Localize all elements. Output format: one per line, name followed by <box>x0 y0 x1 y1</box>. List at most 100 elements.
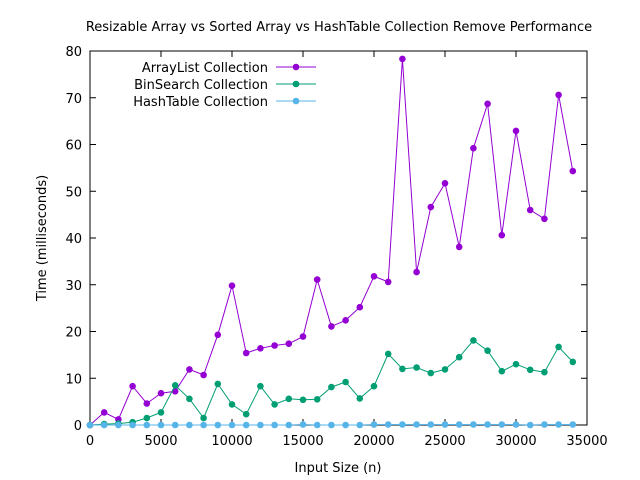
data-point <box>171 382 179 389</box>
data-point <box>526 366 534 374</box>
data-point <box>285 395 293 403</box>
x-tick-label: 5000 <box>144 434 177 449</box>
data-point <box>370 382 378 390</box>
y-tick-label: 0 <box>74 419 82 434</box>
data-point <box>342 421 349 429</box>
y-axis-title: Time (milliseconds) <box>35 175 50 302</box>
data-point <box>228 421 236 429</box>
data-point <box>157 409 165 416</box>
y-tick-label: 60 <box>65 139 82 154</box>
data-point <box>100 409 108 416</box>
data-point <box>285 340 293 348</box>
data-point <box>242 349 250 357</box>
data-point <box>171 421 179 429</box>
data-point <box>186 395 193 403</box>
x-axis: 0 5000 10000 15000 20000 25000 30000 35000 <box>86 51 608 449</box>
data-point <box>157 389 165 397</box>
data-point <box>299 396 307 404</box>
data-point <box>399 421 406 428</box>
series-2 <box>86 421 577 429</box>
data-point <box>242 421 250 429</box>
legend: ArrayList Collection BinSearch Collection… <box>133 61 316 110</box>
data-point <box>441 366 449 373</box>
data-point <box>100 421 108 429</box>
data-point <box>129 421 136 429</box>
data-point <box>512 421 520 428</box>
data-point <box>484 421 491 428</box>
data-point <box>384 278 392 286</box>
data-point <box>86 421 94 429</box>
data-point <box>257 421 264 429</box>
x-tick-label: 20000 <box>353 434 394 449</box>
data-point <box>313 421 321 429</box>
data-point <box>370 421 378 428</box>
data-point <box>470 144 477 152</box>
data-point <box>427 203 435 211</box>
data-point <box>498 231 506 239</box>
data-point <box>129 382 136 390</box>
data-point <box>342 317 349 324</box>
legend-item: ArrayList Collection <box>142 61 316 76</box>
data-point <box>186 421 193 429</box>
data-point <box>384 421 392 428</box>
legend-label: ArrayList Collection <box>142 61 268 76</box>
data-point <box>143 421 151 429</box>
data-point <box>200 414 207 422</box>
legend-marker <box>292 80 300 88</box>
data-point <box>257 345 264 352</box>
data-point <box>271 342 278 349</box>
x-axis-title: Input Size (n) <box>295 461 382 476</box>
data-point <box>555 421 562 428</box>
x-tick-label: 25000 <box>424 434 465 449</box>
data-point <box>214 331 222 339</box>
x-tick-label: 30000 <box>495 434 536 449</box>
data-point <box>512 127 520 135</box>
data-point <box>228 282 236 290</box>
y-tick-label: 20 <box>65 326 82 341</box>
series-layer <box>86 55 577 429</box>
series-1 <box>86 337 577 429</box>
data-point <box>455 421 463 428</box>
data-point <box>214 421 222 429</box>
data-point <box>455 243 463 251</box>
data-point <box>470 337 477 344</box>
data-point <box>356 303 364 311</box>
data-point <box>498 421 506 428</box>
y-tick-label: 10 <box>65 372 82 387</box>
y-tick-label: 40 <box>65 232 82 247</box>
data-point <box>313 396 321 403</box>
data-point <box>541 421 548 428</box>
data-point <box>484 347 491 355</box>
data-point <box>328 323 335 330</box>
data-point <box>200 371 207 379</box>
data-point <box>541 215 548 223</box>
y-tick-label: 50 <box>65 185 82 200</box>
data-point <box>370 273 378 280</box>
data-point <box>285 421 293 429</box>
data-point <box>413 268 420 276</box>
y-tick-label: 70 <box>65 92 82 107</box>
data-point <box>384 350 392 358</box>
data-point <box>569 167 577 175</box>
data-point <box>526 206 534 214</box>
data-point <box>498 367 506 375</box>
data-point <box>200 421 207 429</box>
x-tick-label: 0 <box>86 434 94 449</box>
data-point <box>441 421 449 428</box>
data-point <box>541 368 548 376</box>
legend-item: HashTable Collection <box>133 95 316 110</box>
data-point <box>186 366 193 373</box>
data-point <box>427 421 435 428</box>
y-tick-label: 30 <box>65 279 82 294</box>
data-point <box>413 421 420 428</box>
legend-marker <box>292 97 300 105</box>
data-point <box>342 378 349 386</box>
x-tick-label: 10000 <box>211 434 252 449</box>
data-point <box>271 401 278 408</box>
legend-label: HashTable Collection <box>133 95 268 110</box>
data-point <box>115 421 122 429</box>
y-tick-label: 80 <box>65 45 82 60</box>
data-point <box>441 180 449 187</box>
data-point <box>328 383 335 391</box>
